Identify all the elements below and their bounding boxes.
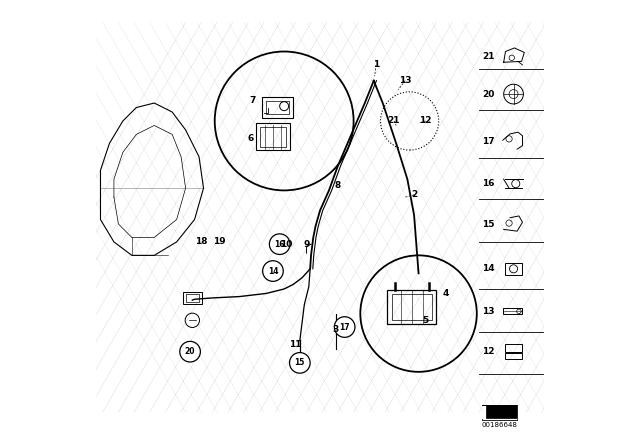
Text: 17: 17 [482, 137, 495, 146]
Bar [506, 263, 522, 275]
Text: 13: 13 [399, 76, 412, 85]
Circle shape [180, 341, 200, 362]
Bar [256, 123, 290, 150]
Text: 15: 15 [294, 358, 305, 367]
Text: 3: 3 [333, 325, 339, 334]
Text: 20: 20 [482, 90, 495, 99]
Bar [504, 353, 522, 359]
Text: 13: 13 [482, 307, 495, 316]
Text: 2: 2 [411, 190, 417, 199]
Circle shape [269, 234, 290, 254]
Circle shape [289, 353, 310, 373]
Bar [503, 308, 522, 314]
Text: 6: 6 [248, 134, 253, 143]
Text: 10: 10 [280, 240, 292, 249]
Text: 00186648: 00186648 [481, 422, 517, 428]
Text: 21: 21 [482, 52, 495, 60]
Text: 14: 14 [268, 267, 278, 276]
Text: 21: 21 [388, 116, 400, 125]
Text: 11: 11 [289, 340, 301, 349]
Text: 1: 1 [373, 60, 379, 69]
Circle shape [262, 261, 284, 281]
Bar [262, 97, 293, 117]
Text: 4: 4 [442, 289, 449, 298]
Text: 9: 9 [303, 240, 310, 249]
Text: 12: 12 [482, 347, 495, 356]
Text: 17: 17 [339, 323, 350, 332]
Text: 16: 16 [482, 179, 495, 188]
Bar [387, 290, 436, 323]
Text: 14: 14 [482, 264, 495, 273]
Text: 15: 15 [482, 220, 495, 228]
Text: 8: 8 [335, 181, 341, 190]
Circle shape [334, 317, 355, 337]
Text: 5: 5 [422, 316, 428, 325]
Text: 19: 19 [213, 237, 225, 246]
Text: 18: 18 [195, 237, 207, 246]
Text: 16: 16 [275, 240, 285, 249]
Text: 7: 7 [250, 96, 256, 105]
Bar [260, 127, 287, 147]
Bar [392, 294, 432, 320]
Bar [183, 292, 202, 304]
Bar [266, 101, 289, 114]
Text: 12: 12 [419, 116, 431, 125]
Bar [504, 344, 522, 352]
Text: 20: 20 [185, 347, 195, 356]
Bar [486, 405, 517, 418]
Bar [186, 294, 199, 302]
